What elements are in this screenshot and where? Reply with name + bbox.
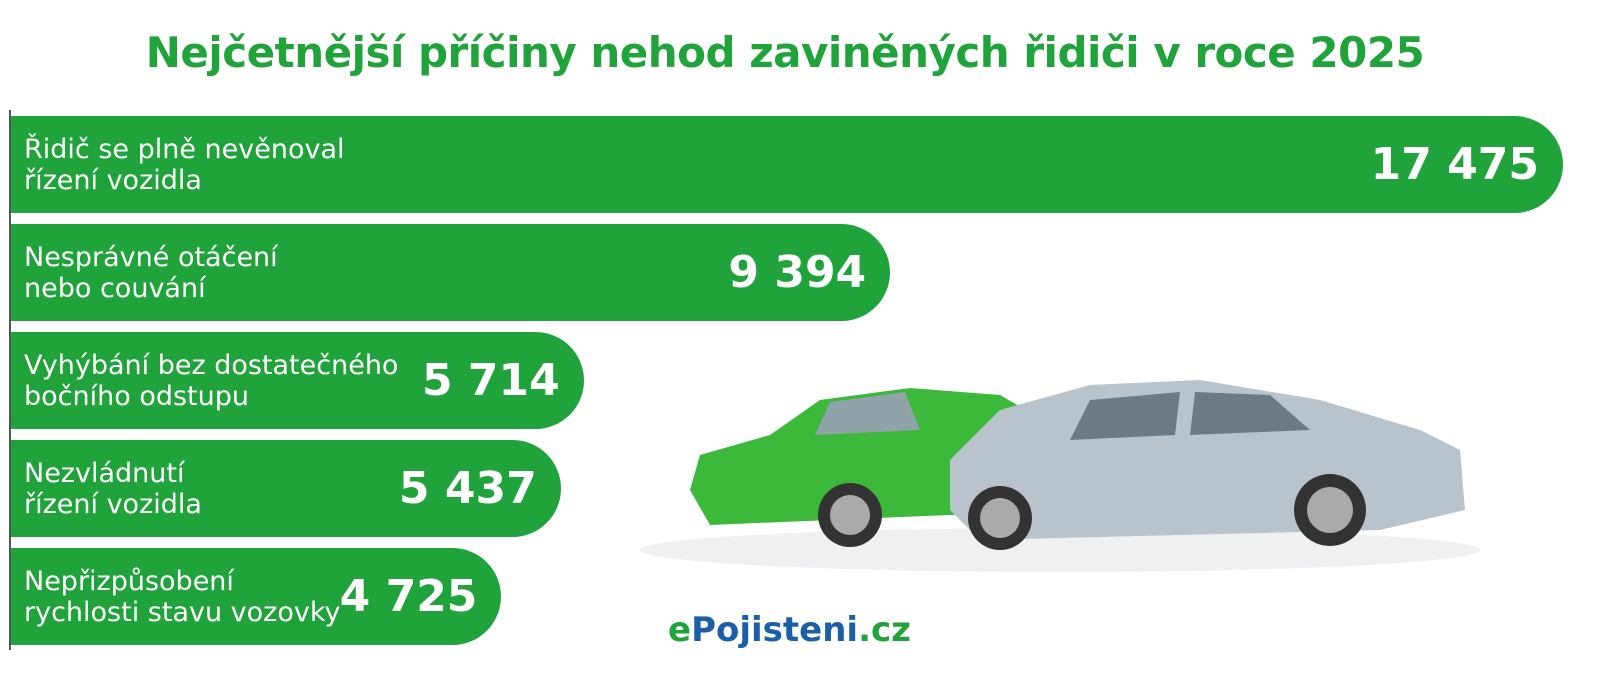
bar (11, 332, 584, 429)
value-label: 17 475 (1370, 139, 1539, 190)
car-illustration (640, 380, 1480, 572)
category-label: Vyhýbání bez dostatečného bočního odstup… (24, 349, 399, 412)
logo: ePojisteni.cz (668, 610, 911, 650)
bar (11, 440, 561, 537)
value-label: 9 394 (728, 247, 867, 298)
value-label: 5 714 (421, 355, 560, 406)
axis-line (9, 110, 11, 650)
logo-prefix: e (668, 610, 692, 650)
value-label: 5 437 (398, 463, 537, 514)
category-label: Nepřizpůsobení rychlosti stavu vozovky (24, 565, 341, 628)
bar (11, 116, 1563, 213)
category-label: Nesprávné otáčení nebo couvání (24, 241, 278, 304)
logo-name: Pojisteni (691, 610, 859, 650)
logo-suffix: .cz (858, 610, 911, 650)
bar (11, 548, 502, 645)
bar (11, 224, 891, 321)
category-label: Řidič se plně nevěnoval řízení vozidla (24, 133, 345, 196)
chart-title: Nejčetnější příčiny nehod zaviněných řid… (145, 28, 1425, 77)
category-label: Nezvládnutí řízení vozidla (24, 457, 202, 520)
value-label: 4 725 (339, 571, 478, 622)
